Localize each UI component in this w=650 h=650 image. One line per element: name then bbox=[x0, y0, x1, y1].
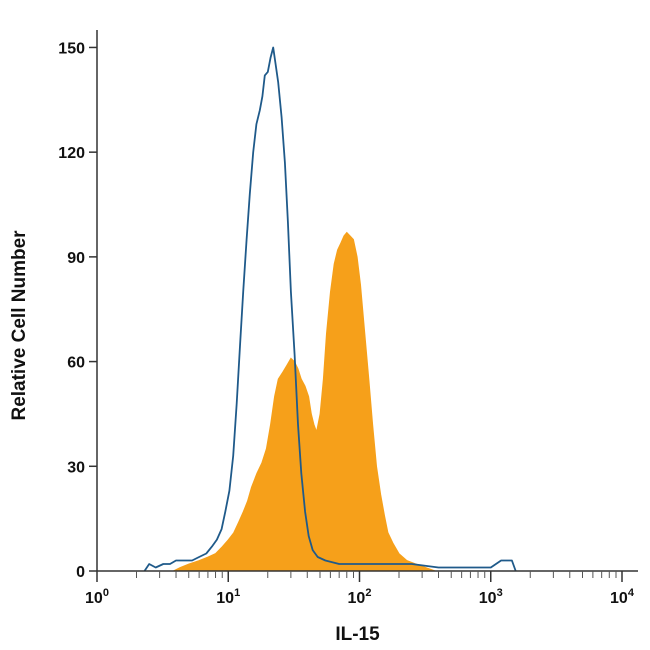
x-tick-label: 101 bbox=[216, 587, 240, 607]
series-filled-histogram bbox=[172, 231, 436, 572]
y-tick-label: 150 bbox=[58, 40, 85, 57]
y-tick-label: 0 bbox=[76, 564, 85, 581]
y-tick-label: 30 bbox=[67, 459, 85, 476]
y-axis-title: Relative Cell Number bbox=[9, 230, 30, 421]
y-tick-label: 60 bbox=[67, 355, 85, 372]
x-ticks: 100 101 102 103 104 bbox=[85, 571, 635, 607]
x-tick-label: 100 bbox=[85, 587, 109, 607]
x-tick-label: 103 bbox=[479, 587, 503, 607]
y-tick-label: 90 bbox=[67, 250, 85, 267]
x-axis-title: IL-15 bbox=[335, 624, 380, 645]
y-ticks: 0 30 60 90 120 150 bbox=[58, 40, 97, 581]
y-tick-label: 120 bbox=[58, 145, 85, 162]
series-outline-histogram bbox=[143, 46, 517, 572]
plot-series bbox=[143, 46, 517, 572]
axes: 0 30 60 90 120 150 100 101 102 103 104 bbox=[58, 30, 638, 607]
x-tick-label: 104 bbox=[610, 587, 635, 607]
x-tick-label: 102 bbox=[348, 587, 372, 607]
